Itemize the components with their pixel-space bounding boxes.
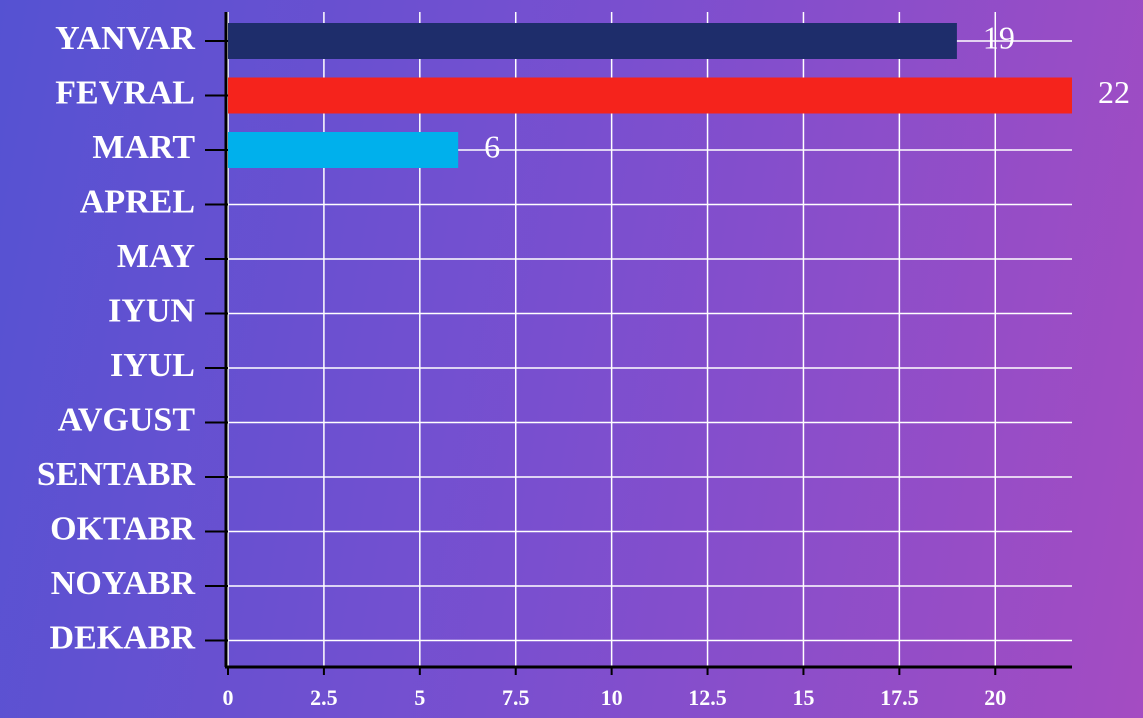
x-tick-label: 5 <box>414 685 425 710</box>
y-tick-label: OKTABR <box>50 510 195 547</box>
y-tick-label: FEVRAL <box>55 74 195 111</box>
y-tick-label: DEKABR <box>50 619 196 656</box>
x-tick-label: 10 <box>601 685 623 710</box>
value-label: 6 <box>484 128 500 164</box>
y-tick-label: NOYABR <box>51 565 196 602</box>
x-tick-label: 20 <box>984 685 1006 710</box>
y-tick-label: APREL <box>80 183 195 220</box>
x-tick-label: 12.5 <box>688 685 727 710</box>
y-tick-label: SENTABR <box>37 456 196 493</box>
bar <box>228 23 957 59</box>
y-tick-label: IYUL <box>110 347 195 384</box>
y-tick-label: AVGUST <box>58 401 196 438</box>
x-tick-label: 0 <box>223 685 234 710</box>
x-tick-label: 15 <box>792 685 814 710</box>
value-label: 19 <box>983 19 1015 55</box>
value-label: 22 <box>1098 74 1130 110</box>
x-tick-label: 2.5 <box>310 685 338 710</box>
y-tick-label: MAY <box>117 238 195 275</box>
y-tick-label: MART <box>92 129 195 166</box>
bar <box>228 77 1072 114</box>
x-tick-label: 17.5 <box>880 685 919 710</box>
y-tick-label: IYUN <box>108 292 195 329</box>
y-tick-label: YANVAR <box>55 20 195 57</box>
x-tick-label: 7.5 <box>502 685 530 710</box>
bar <box>228 132 459 168</box>
